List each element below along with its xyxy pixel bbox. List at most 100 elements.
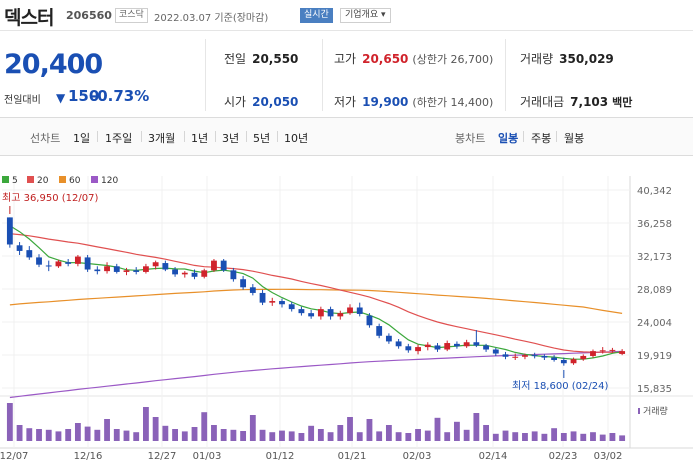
stat-prev-close: 전일 20,550: [224, 52, 299, 66]
legend-swatch: [27, 176, 34, 183]
candle-body: [6, 217, 13, 245]
divider: [322, 39, 323, 111]
candle-body: [94, 269, 101, 272]
current-price: 20,400: [4, 49, 103, 80]
volume-bar: [172, 429, 178, 441]
candle-body: [308, 313, 315, 317]
volume-bar: [376, 431, 383, 441]
x-tick-label: 01/21: [338, 451, 367, 462]
volume-bar: [16, 425, 23, 441]
volume-bar: [395, 432, 402, 441]
volume-bar: [444, 432, 451, 441]
y-tick-label: 40,342: [637, 186, 672, 197]
base-date: 2022.03.07 기준(장마감): [154, 13, 269, 24]
volume-bar: [74, 423, 81, 441]
period-1w[interactable]: 1주일: [105, 132, 133, 145]
candle-body: [609, 349, 616, 351]
legend-label: 20: [37, 176, 49, 186]
period-3y[interactable]: 3년: [222, 132, 240, 145]
volume-bar: [580, 433, 587, 441]
change-percent: -0.73%: [91, 87, 150, 105]
period-10y[interactable]: 10년: [284, 132, 309, 145]
volume-bar: [143, 407, 149, 441]
x-tick-label: 01/12: [266, 451, 295, 462]
period-3m[interactable]: 3개월: [148, 132, 176, 145]
x-tick-label: 12/07: [0, 451, 28, 462]
market-badge: 코스닥: [115, 8, 148, 23]
volume-bar: [26, 428, 33, 441]
volume-bar: [113, 429, 120, 441]
candle-body: [356, 307, 363, 314]
candle-body: [522, 355, 528, 357]
candle-body: [385, 335, 392, 342]
ma120-line: [9, 350, 623, 399]
candle-body: [298, 309, 305, 314]
volume-bar: [55, 431, 62, 441]
ma60-line: [9, 288, 623, 314]
volume-bar: [298, 433, 305, 441]
y-tick-label: 28,089: [637, 285, 672, 296]
volume-bar: [473, 413, 480, 441]
candle-body: [172, 269, 178, 275]
candle-body: [415, 347, 421, 352]
period-weekly[interactable]: 주봉: [531, 132, 552, 145]
x-tick-label: 12/16: [74, 451, 103, 462]
candle-body: [288, 304, 295, 310]
x-tick-label: 02/03: [403, 451, 432, 462]
stock-code: 206560: [66, 9, 112, 22]
volume-bar: [279, 430, 285, 441]
y-tick-label: 19,919: [637, 351, 672, 362]
volume-bar: [551, 428, 558, 441]
candle-body: [580, 355, 587, 360]
candle-body: [279, 301, 285, 305]
volume-bar: [133, 432, 140, 441]
candle-body: [211, 260, 217, 271]
volume-bar: [492, 433, 499, 441]
volume-bar: [94, 429, 101, 441]
volume-bar: [599, 434, 606, 441]
stat-open: 시가 20,050: [224, 95, 299, 109]
x-tick-label: 02/14: [479, 451, 508, 462]
volume-bar: [483, 425, 489, 441]
volume-bar: [181, 431, 188, 441]
ma5-line: [9, 225, 623, 360]
volume-bar: [366, 419, 373, 441]
stat-high: 고가 20,650 (상한가 26,700): [334, 52, 494, 66]
volume-bar: [104, 419, 110, 441]
volume-bar: [123, 430, 130, 441]
candle-body: [483, 345, 489, 350]
period-1d[interactable]: 1일: [73, 132, 91, 145]
volume-bar: [249, 415, 256, 441]
legend-swatch: [2, 176, 9, 183]
candle-body: [590, 351, 596, 356]
volume-bar: [191, 427, 198, 441]
price-chart[interactable]: 40,342 36,258 32,173 28,089 24,004 19,919 15,8…: [0, 156, 693, 472]
candle-body: [220, 260, 227, 271]
volume-bar: [590, 432, 596, 441]
period-monthly[interactable]: 월봉: [564, 132, 585, 145]
realtime-button[interactable]: 실시간: [300, 8, 333, 23]
candle-body: [84, 257, 91, 270]
candle-body: [269, 301, 276, 303]
volume-bar: [201, 412, 208, 441]
volume-bar: [560, 433, 567, 441]
volume-bar: [405, 433, 412, 441]
corp-overview-button[interactable]: 기업개요 ▾: [340, 8, 391, 23]
volume-bar: [454, 421, 460, 441]
period-1y[interactable]: 1년: [191, 132, 209, 145]
candle-body: [181, 272, 188, 275]
volume-bar: [424, 430, 431, 441]
stock-header: 덱스터 206560 코스닥 2022.03.07 기준(장마감) 실시간 기업…: [0, 0, 693, 31]
period-5y[interactable]: 5년: [253, 132, 271, 145]
volume-bar: [541, 433, 548, 441]
candle-body: [560, 360, 567, 364]
volume-bar: [259, 429, 266, 441]
candle-body: [531, 355, 538, 357]
volume-bar: [619, 435, 626, 441]
candle-body: [570, 359, 577, 364]
volume-bar: [502, 430, 509, 441]
candle-body: [424, 344, 431, 348]
legend-label: 5: [12, 176, 18, 186]
candle-body: [502, 354, 509, 357]
period-daily[interactable]: 일봉: [498, 132, 519, 145]
